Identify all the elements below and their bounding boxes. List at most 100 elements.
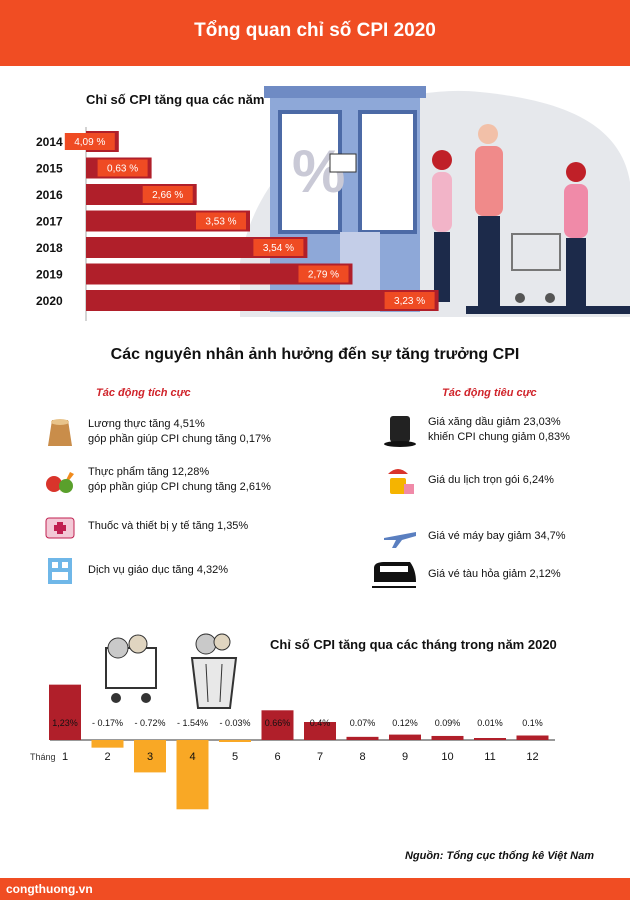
factor-negative-1-line2: khiến CPI chung giảm 0,83%: [428, 431, 570, 443]
shopper2-body: [475, 146, 503, 216]
causes-title: Các nguyên nhân ảnh hưởng đến sự tăng tr…: [110, 346, 520, 363]
month-tick-label: 3: [147, 751, 153, 763]
factor-negative-1-line1: Giá xăng dầu giảm 23,03%: [428, 416, 561, 428]
year-label: 2018: [36, 241, 63, 255]
shopping-cart-groceries-icon: [105, 634, 157, 703]
month-tick-label: 1: [62, 751, 68, 763]
medical-kit-icon: [45, 517, 75, 539]
year-label: 2016: [36, 188, 63, 202]
factor-negative-3: Giá vé máy bay giảm 34,7%: [382, 518, 566, 554]
year-value-label: 2,66 %: [152, 190, 183, 201]
month-tick-label: 10: [441, 751, 453, 763]
cart-wheel: [515, 293, 525, 303]
month-bar: [176, 740, 209, 810]
shopper-body: [432, 172, 452, 232]
month-axis-prefix: Tháng: [30, 752, 56, 762]
year-label: 2015: [36, 162, 63, 176]
month-value-label: - 0.17%: [92, 718, 123, 728]
factor-positive-1-line2: góp phần giúp CPI chung tăng 0,17%: [88, 433, 271, 445]
month-value-label: 0.07%: [350, 718, 376, 728]
month-tick-label: 12: [526, 751, 538, 763]
shopper-head-icon: [432, 150, 452, 170]
education-icon: [48, 558, 72, 584]
factor-negative-4-line1: Giá vé tàu hỏa giảm 2,12%: [428, 567, 561, 580]
positive-impact-heading: Tác động tích cực: [96, 387, 191, 399]
year-value-box: [64, 133, 115, 150]
year-label: 2020: [36, 294, 63, 308]
factor-negative-3-line1: Giá vé máy bay giảm 34,7%: [428, 529, 566, 542]
rice-sack-icon: [48, 419, 72, 446]
month-tick-label: 7: [317, 751, 323, 763]
year-value-label: 3,53 %: [205, 217, 236, 228]
month-value-label: 0.66%: [265, 718, 291, 728]
trash-bin-icon: [190, 633, 238, 709]
vegetables-icon: [46, 472, 74, 493]
shopper2-head-icon: [478, 124, 498, 144]
factor-positive-2-line2: góp phần giúp CPI chung tăng 2,61%: [88, 481, 271, 493]
year-value-box: [142, 186, 193, 203]
factor-positive-3-line1: Thuốc và thiết bị y tế tăng 1,35%: [88, 519, 249, 532]
month-bar: [49, 684, 81, 740]
shopper3-legs: [566, 238, 586, 308]
oil-barrel-icon: [384, 416, 416, 447]
month-value-label: - 0.72%: [134, 718, 165, 728]
month-value-label: - 0.03%: [219, 718, 250, 728]
shopping-cart-icon: [511, 233, 561, 271]
month-tick-label: 5: [232, 751, 238, 763]
yearly-chart-title: Chỉ số CPI tăng qua các năm: [86, 92, 265, 107]
month-value-label: - 1.54%: [177, 718, 208, 728]
year-value-label: 2,79 %: [308, 270, 339, 281]
year-label: 2014: [36, 135, 63, 149]
store-roof: [264, 86, 426, 98]
factor-positive-1-line1: Lương thực tăng 4,51%: [88, 418, 205, 430]
factor-positive-2: Thực phẩm tăng 12,28% góp phần giúp CPI c…: [42, 462, 271, 498]
factor-positive-4-line1: Dịch vụ giáo dục tăng 4,32%: [88, 563, 229, 576]
floor-strip: [466, 306, 630, 314]
travel-luggage-icon: [388, 469, 414, 494]
factor-negative-2: Giá du lịch trọn gói 6,24%: [382, 462, 554, 498]
month-bar: [431, 735, 464, 740]
year-value-box: [253, 239, 304, 256]
factor-positive-1: Lương thực tăng 4,51% góp phần giúp CPI c…: [42, 414, 271, 450]
store-window-right: [358, 110, 417, 234]
shopper-legs: [434, 232, 450, 302]
year-value-label: 0,63 %: [107, 164, 138, 175]
year-value-box: [97, 159, 148, 177]
year-bar: [86, 263, 353, 285]
month-bar: [261, 710, 294, 740]
train-icon: [372, 562, 416, 588]
year-value-box: [196, 212, 246, 230]
year-value-label: 4,09 %: [74, 137, 105, 148]
month-bar: [346, 736, 379, 740]
footer-banner: congthuong.vn: [0, 878, 630, 900]
yearly-cpi-chart: 2014 4,09 % 2015 0,63 % 2016 2,66 % 2017 3,53 %…: [36, 127, 439, 321]
month-bar: [516, 735, 549, 740]
month-tick-label: 8: [359, 751, 365, 763]
source-note: Nguồn: Tổng cục thống kê Việt Nam: [404, 850, 594, 862]
factor-negative-2-line1: Giá du lịch trọn gói 6,24%: [428, 473, 554, 486]
month-bar: [304, 722, 336, 740]
shopper3-body: [564, 184, 588, 238]
monthly-chart-title: Chỉ số CPI tăng qua các tháng trong năm …: [270, 637, 557, 652]
month-bar: [91, 740, 124, 748]
cart-wheel: [545, 293, 555, 303]
sale-sign: [329, 153, 357, 173]
shopper2-legs: [478, 216, 500, 306]
footer-site[interactable]: congthuong.vn: [6, 882, 93, 896]
year-bar: [86, 290, 439, 311]
factor-positive-2-line1: Thực phẩm tăng 12,28%: [88, 466, 210, 478]
month-bar: [219, 740, 251, 742]
month-value-label: 0.09%: [435, 718, 461, 728]
month-tick-label: 4: [189, 751, 195, 763]
shopper3-head-icon: [566, 162, 586, 182]
month-tick-label: 11: [484, 751, 495, 763]
month-tick-label: 9: [402, 751, 408, 763]
factor-negative-1: Giá xăng dầu giảm 23,03% khiến CPI chung …: [382, 412, 570, 448]
airplane-icon: [384, 532, 416, 548]
header-banner: Tổng quan chỉ số CPI 2020: [0, 0, 630, 66]
month-value-label: 1,23%: [52, 718, 78, 728]
year-value-label: 3,23 %: [394, 296, 425, 307]
factor-positive-4: Dịch vụ giáo dục tăng 4,32%: [42, 552, 228, 588]
month-bar: [134, 740, 166, 773]
month-bar: [389, 734, 421, 740]
